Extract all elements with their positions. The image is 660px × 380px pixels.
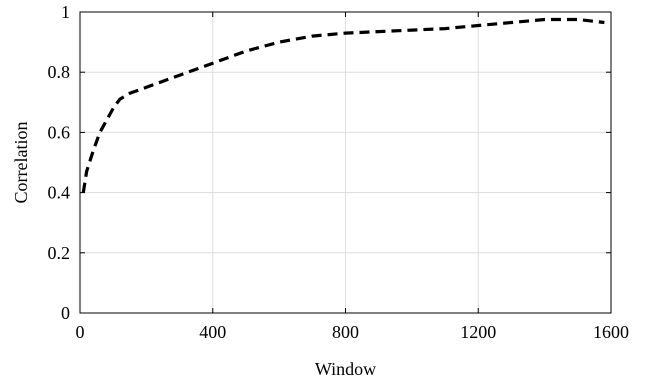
y-tick-label-1: 0.2	[48, 243, 71, 263]
y-axis-title: Correlation	[11, 122, 31, 204]
y-tick-label-4: 0.8	[48, 62, 71, 82]
grid	[80, 12, 611, 313]
x-tick-label-0: 0	[76, 322, 85, 342]
x-tick-label-4: 1600	[593, 322, 629, 342]
series-layer	[81, 17, 605, 193]
ticks: 0 400 800 1200 1600 0 0.2 0.4 0.6 0.8 1	[48, 2, 630, 342]
x-tick-label-3: 1200	[460, 322, 496, 342]
y-tick-label-2: 0.4	[48, 183, 71, 203]
y-tick-label-0: 0	[61, 303, 70, 323]
x-tick-label-1: 400	[199, 322, 226, 342]
y-tick-label-5: 1	[61, 2, 70, 22]
series-line-0	[81, 17, 605, 193]
x-axis-title: Window	[315, 359, 376, 379]
y-tick-label-3: 0.6	[48, 122, 71, 142]
x-tick-label-2: 800	[332, 322, 359, 342]
